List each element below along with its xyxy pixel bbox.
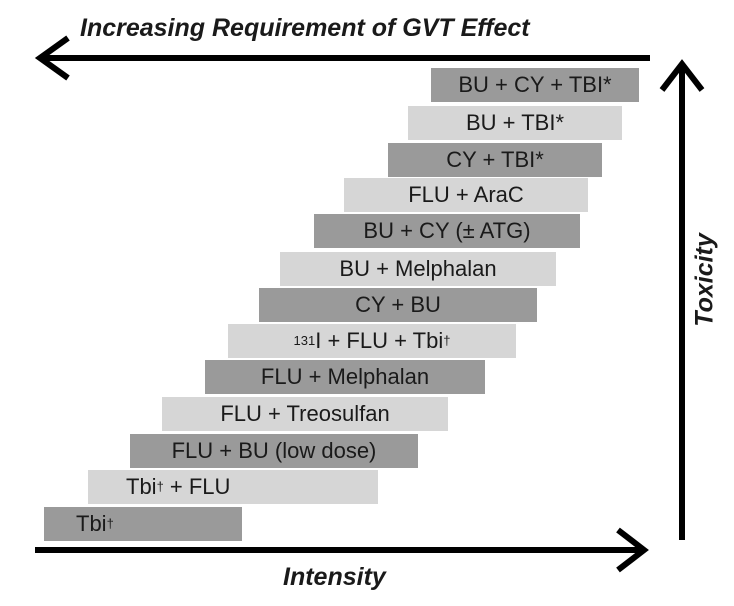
regimen-bar: CY + BU (259, 288, 537, 322)
regimen-label: BU + CY + TBI* (458, 72, 612, 97)
regimen-bar: BU + Melphalan (280, 252, 556, 286)
regimen-bar: FLU + Treosulfan (162, 397, 448, 431)
regimen-bar: Tbi † + FLU (88, 470, 378, 504)
regimen-label: CY + BU (355, 292, 441, 317)
regimen-bar: 131 I + FLU + Tbi † (228, 324, 516, 358)
regimen-label: FLU + Treosulfan (220, 401, 390, 426)
gvt-requirement-label: Increasing Requirement of GVT Effect (80, 14, 530, 42)
regimen-label: Tbi (76, 511, 107, 536)
intensity-label: Intensity (283, 563, 386, 591)
regimen-label: CY + TBI* (446, 147, 544, 172)
regimen-bar: BU + TBI* (408, 106, 622, 140)
regimen-label: Tbi (126, 474, 157, 499)
regimen-bar: FLU + AraC (344, 178, 588, 212)
regimen-bar: FLU + BU (low dose) (130, 434, 418, 468)
regimen-label-suffix: + FLU (163, 474, 231, 499)
regimen-bar: FLU + Melphalan (205, 360, 485, 394)
regimen-label: I + FLU + Tbi (315, 328, 444, 353)
toxicity-arrowhead-icon (659, 59, 705, 92)
toxicity-label: Toxicity (690, 233, 719, 327)
regimen-bar: Tbi † (44, 507, 242, 541)
regimen-label: BU + TBI* (465, 110, 565, 135)
regimen-label: BU + Melphalan (339, 256, 497, 281)
regimen-label: FLU + Melphalan (260, 364, 430, 389)
regimen-bar: BU + CY (± ATG) (314, 214, 580, 248)
regimen-label: BU + CY (± ATG) (363, 218, 531, 243)
gvt-arrowhead-icon (34, 35, 70, 81)
regimen-label: FLU + BU (low dose) (171, 438, 377, 463)
regimen-bar: CY + TBI* (388, 143, 602, 177)
intensity-arrowhead-icon (616, 527, 649, 573)
regimen-bar: BU + CY + TBI* (431, 68, 639, 102)
regimen-label: FLU + AraC (408, 182, 524, 207)
